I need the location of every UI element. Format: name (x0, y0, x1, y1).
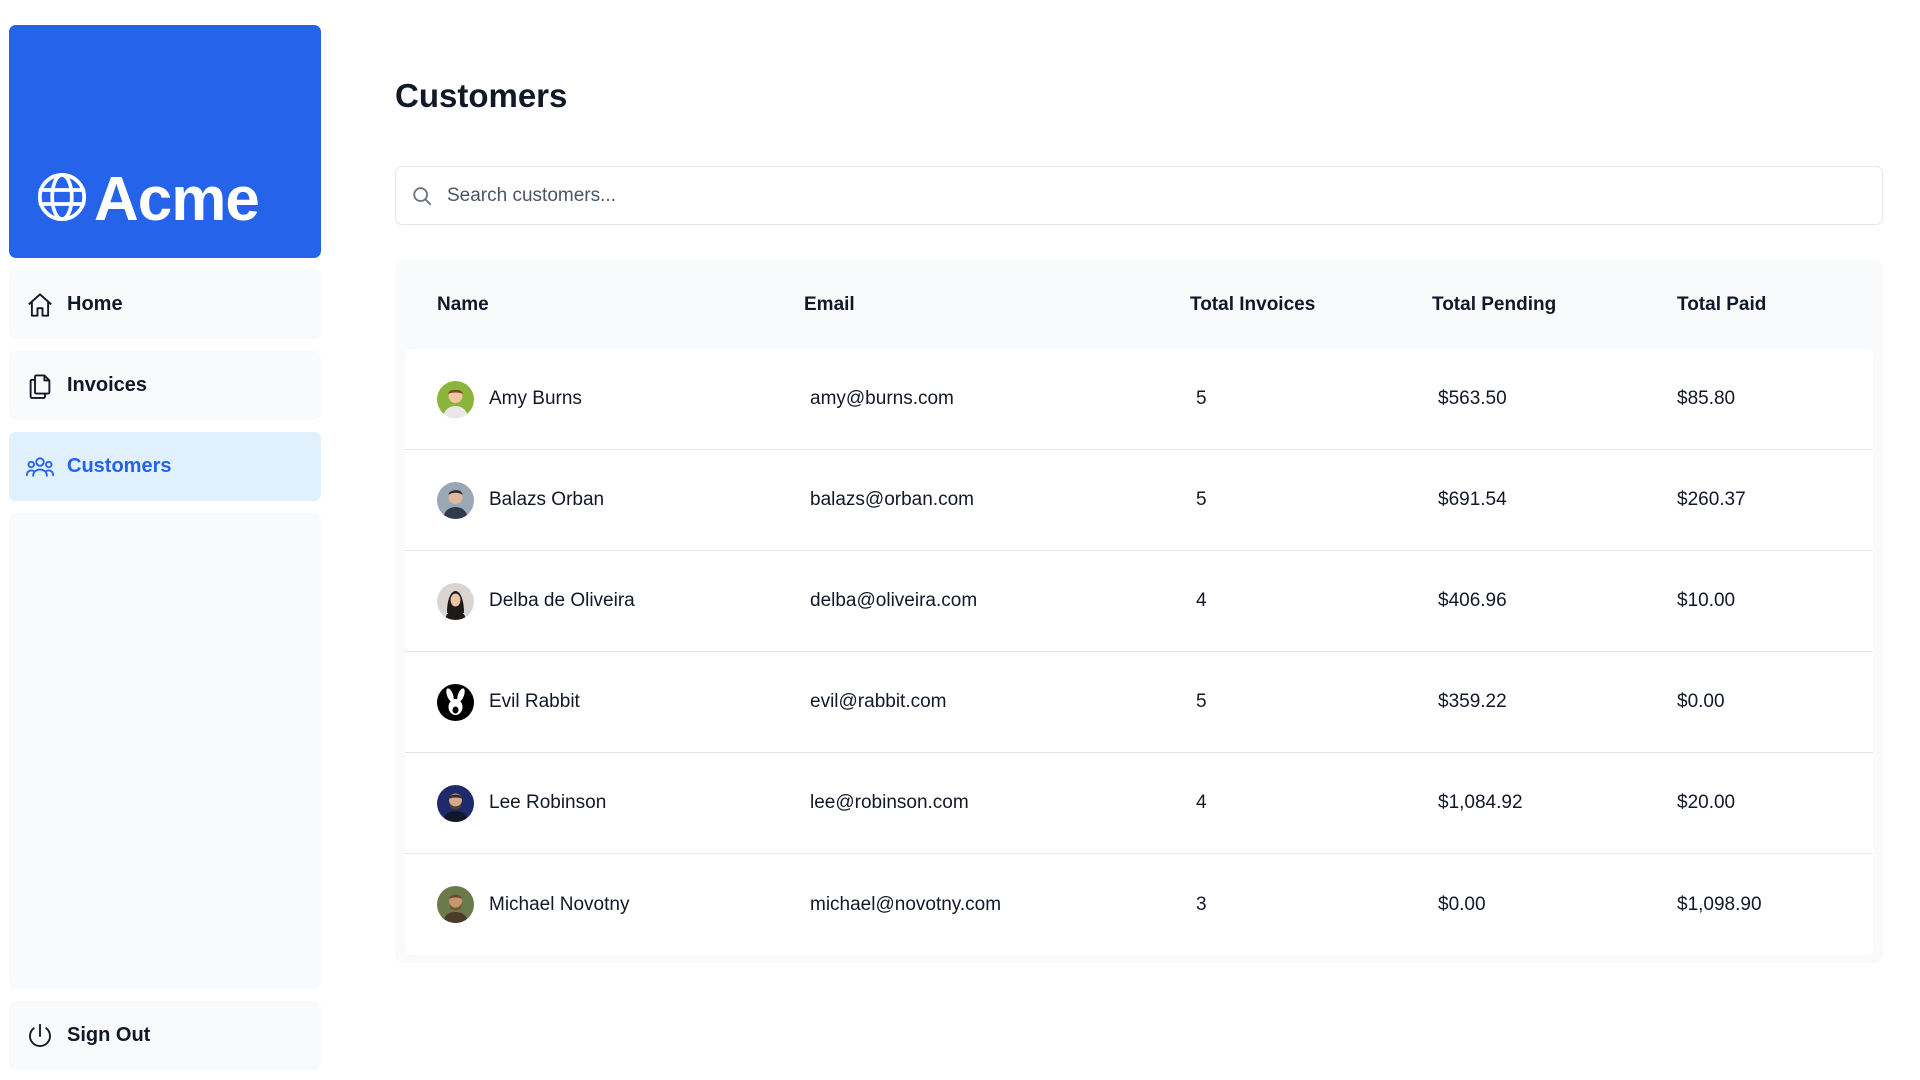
customer-name: Evil Rabbit (489, 691, 580, 712)
name-cell: Michael Novotny (437, 886, 804, 923)
sidebar-item-label: Home (67, 293, 123, 315)
total-pending: $359.22 (1438, 691, 1507, 712)
brand-logo[interactable]: Acme (9, 25, 321, 258)
name-cell: Amy Burns (437, 380, 804, 418)
customer-email: evil@rabbit.com (810, 691, 947, 712)
customer-email: lee@robinson.com (810, 792, 969, 813)
customer-email: amy@burns.com (810, 388, 954, 409)
name-cell: Balazs Orban (437, 481, 804, 519)
page-title: Customers (395, 77, 568, 114)
total-paid: $1,098.90 (1677, 893, 1762, 915)
customer-name: Balazs Orban (489, 489, 605, 510)
search-input[interactable] (447, 184, 1827, 207)
total-invoices: 4 (1196, 792, 1207, 813)
search-bar[interactable] (395, 166, 1883, 225)
column-header-total-invoices: Total Invoices (1190, 293, 1316, 315)
brand-name: Acme (94, 165, 260, 234)
total-pending: $691.54 (1438, 489, 1507, 510)
power-icon (25, 1021, 55, 1051)
customer-email: michael@novotny.com (810, 893, 1002, 915)
avatar (437, 380, 474, 418)
sidebar-item-home[interactable]: Home (9, 270, 321, 339)
customer-name: Amy Burns (489, 388, 582, 409)
total-invoices: 5 (1196, 388, 1207, 409)
total-paid: $85.80 (1677, 388, 1736, 409)
column-header-total-pending: Total Pending (1432, 293, 1557, 315)
table-body: Amy Burns amy@burns.com 5 $563.50 $85.80 (405, 349, 1873, 955)
sidebar-item-invoices[interactable]: Invoices (9, 351, 321, 420)
total-pending: $1,084.92 (1438, 792, 1523, 813)
avatar (437, 582, 474, 620)
sign-out-button[interactable]: Sign Out (9, 1001, 321, 1070)
column-header-total-paid: Total Paid (1677, 293, 1767, 315)
customer-name: Delba de Oliveira (489, 590, 635, 611)
sidebar-item-customers[interactable]: Customers (9, 432, 321, 501)
total-invoices: 5 (1196, 691, 1207, 712)
avatar (437, 683, 474, 721)
column-header-email: Email (804, 293, 855, 315)
name-cell: Lee Robinson (437, 784, 804, 822)
total-paid: $0.00 (1677, 691, 1725, 712)
table-row[interactable]: Amy Burns amy@burns.com 5 $563.50 $85.80 (405, 349, 1873, 450)
customer-email: balazs@orban.com (810, 489, 974, 510)
table-row[interactable]: Balazs Orban balazs@orban.com 5 $691.54 … (405, 450, 1873, 551)
globe-icon (34, 169, 90, 229)
total-pending: $563.50 (1438, 388, 1507, 409)
sidebar-spacer (9, 513, 321, 989)
total-paid: $260.37 (1677, 489, 1746, 510)
table-row[interactable]: Evil Rabbit evil@rabbit.com 5 $359.22 $0… (405, 652, 1873, 753)
total-invoices: 3 (1196, 893, 1207, 915)
column-header-name: Name (437, 293, 489, 315)
table-row[interactable]: Lee Robinson lee@robinson.com 4 $1,084.9… (405, 753, 1873, 854)
document-icon (25, 371, 55, 401)
customer-name: Lee Robinson (489, 792, 607, 813)
total-paid: $10.00 (1677, 590, 1736, 611)
users-icon (25, 452, 55, 482)
avatar (437, 886, 474, 923)
table-row[interactable]: Delba de Oliveira delba@oliveira.com 4 $… (405, 551, 1873, 652)
search-icon (411, 185, 433, 207)
total-pending: $406.96 (1438, 590, 1507, 611)
customers-table: Name Email Total Invoices Total Pending … (395, 260, 1883, 963)
total-paid: $20.00 (1677, 792, 1736, 813)
total-invoices: 5 (1196, 489, 1207, 510)
customer-email: delba@oliveira.com (810, 590, 978, 611)
sign-out-label: Sign Out (67, 1024, 151, 1046)
total-invoices: 4 (1196, 590, 1207, 611)
sidebar-item-label: Invoices (67, 374, 148, 396)
home-icon (25, 290, 55, 320)
customer-name: Michael Novotny (489, 893, 630, 915)
sidebar-item-label: Customers (67, 455, 172, 477)
avatar (437, 784, 474, 822)
name-cell: Delba de Oliveira (437, 582, 804, 620)
sidebar: Acme Home Invoices (9, 25, 321, 1070)
table-row[interactable]: Michael Novotny michael@novotny.com 3 $0… (405, 854, 1873, 955)
avatar (437, 481, 474, 519)
name-cell: Evil Rabbit (437, 683, 804, 721)
table-header: Name Email Total Invoices Total Pending … (405, 260, 1873, 349)
total-pending: $0.00 (1438, 893, 1486, 915)
